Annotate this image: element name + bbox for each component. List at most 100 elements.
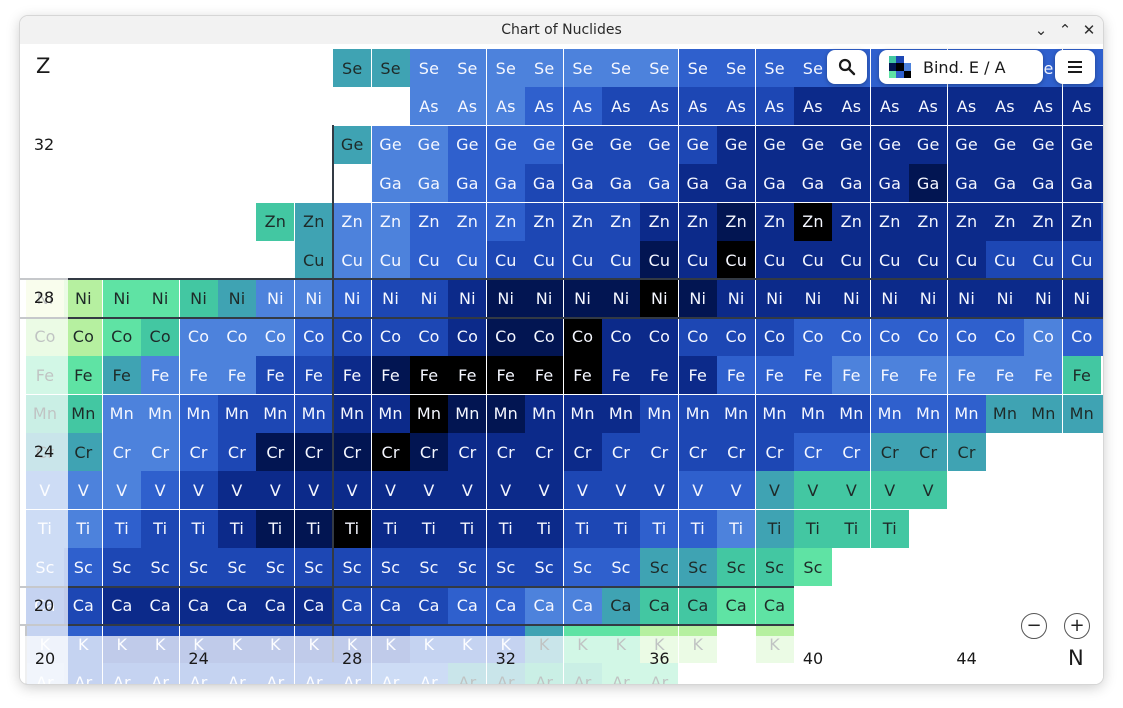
nuclide-cell[interactable]: Ni [64, 279, 103, 318]
nuclide-cell[interactable]: Ga [755, 164, 794, 203]
nuclide-cell[interactable]: V [909, 471, 948, 510]
nuclide-cell[interactable]: Ge [333, 125, 372, 164]
nuclide-cell[interactable]: V [794, 471, 832, 510]
nuclide-cell[interactable]: Ge [1101, 125, 1103, 164]
nuclide-cell[interactable]: Co [909, 317, 948, 356]
nuclide-cell[interactable]: Se [333, 49, 372, 87]
nuclide-cell[interactable]: Se [486, 49, 525, 87]
nuclide-cell[interactable]: Fe [1024, 356, 1063, 395]
nuclide-cell[interactable]: Ge [525, 125, 564, 164]
nuclide-cell[interactable]: Mn [1024, 394, 1063, 433]
nuclide-cell[interactable]: Ga [448, 164, 487, 203]
nuclide-cell[interactable]: Ni [486, 279, 525, 318]
nuclide-cell[interactable]: Ge [794, 125, 832, 164]
nuclide-cell[interactable]: Sc [410, 548, 448, 587]
nuclide-cell[interactable]: Cr [947, 433, 986, 471]
nuclide-cell[interactable]: Sc [64, 548, 103, 587]
nuclide-cell[interactable]: Ti [525, 509, 564, 548]
nuclide-cell[interactable]: As [640, 87, 679, 126]
nuclide-cell[interactable]: Fe [1062, 356, 1101, 395]
nuclide-cell[interactable]: Ti [755, 509, 794, 548]
nuclide-cell[interactable]: Zn [832, 202, 871, 241]
nuclide-cell[interactable]: Cu [832, 241, 871, 279]
nuclide-cell[interactable]: Ni [909, 279, 948, 318]
nuclide-cell[interactable]: Sc [294, 548, 333, 587]
nuclide-cell[interactable]: Fe [333, 356, 372, 395]
nuclide-cell[interactable]: Ni [640, 279, 679, 318]
nuclide-cell[interactable]: Zn [909, 202, 948, 241]
nuclide-cell[interactable]: V [640, 471, 679, 510]
nuclide-cell[interactable]: V [371, 471, 410, 510]
nuclide-cell[interactable]: Ti [410, 509, 448, 548]
nuclide-cell[interactable]: Ge [640, 125, 679, 164]
nuclide-cell[interactable]: As [563, 87, 602, 126]
nuclide-cell[interactable]: Zn [563, 202, 602, 241]
nuclide-cell[interactable]: As [448, 87, 487, 126]
nuclide-cell[interactable]: Fe [640, 356, 679, 395]
nuclide-cell[interactable]: Ga [371, 164, 410, 203]
nuclide-cell[interactable]: Sc [179, 548, 218, 587]
nuclide-cell[interactable]: Sc [102, 548, 141, 587]
nuclide-cell[interactable]: Co [870, 317, 909, 356]
nuclide-cell[interactable]: Mn [755, 394, 794, 433]
nuclide-cell[interactable]: Cr [678, 433, 717, 471]
nuclide-cell[interactable]: Se [1101, 49, 1103, 87]
nuclide-cell[interactable]: Mn [179, 394, 218, 433]
nuclide-cell[interactable]: Co [333, 317, 372, 356]
nuclide-cell[interactable]: Cu [1101, 241, 1103, 279]
nuclide-cell[interactable]: Sc [755, 548, 794, 587]
nuclide-cell[interactable]: Ti [141, 509, 180, 548]
nuclide-cell[interactable]: Co [410, 317, 448, 356]
nuclide-cell[interactable]: Co [448, 317, 487, 356]
nuclide-cell[interactable]: Se [717, 49, 756, 87]
nuclide-cell[interactable]: Se [563, 49, 602, 87]
nuclide-cell[interactable]: Cr [717, 433, 756, 471]
zoom-in-button[interactable]: + [1064, 613, 1090, 639]
nuclide-cell[interactable]: Fe [909, 356, 948, 395]
nuclide-cell[interactable]: Ca [717, 586, 756, 625]
nuclide-cell[interactable]: Cr [410, 433, 448, 471]
close-icon[interactable]: ✕ [1082, 21, 1096, 39]
nuclide-cell[interactable]: Ge [832, 125, 871, 164]
nuclide-cell[interactable]: V [448, 471, 487, 510]
nuclide-cell[interactable]: Ge [909, 125, 948, 164]
nuclide-cell[interactable]: Cr [141, 433, 180, 471]
nuclide-cell[interactable]: Zn [333, 202, 372, 241]
nuclide-cell[interactable]: Co [717, 317, 756, 356]
nuclide-cell[interactable]: Cu [909, 241, 948, 279]
nuclide-cell[interactable]: Cr [870, 433, 909, 471]
nuclide-cell[interactable]: Fe [102, 356, 141, 395]
nuclide-cell[interactable]: Cu [563, 241, 602, 279]
nuclide-cell[interactable]: Mn [486, 394, 525, 433]
nuclide-cell[interactable]: Mn [525, 394, 564, 433]
nuclide-cell[interactable]: Sc [563, 548, 602, 587]
nuclide-cell[interactable]: Ti [333, 509, 372, 548]
nuclide-cell[interactable]: Ni [986, 279, 1024, 318]
nuclide-cell[interactable]: Ca [333, 586, 372, 625]
nuclide-cell[interactable]: Ni [717, 279, 756, 318]
nuclide-cell[interactable]: Co [102, 317, 141, 356]
nuclide-cell[interactable]: Zn [1101, 202, 1103, 241]
nuclide-cell[interactable]: As [1062, 87, 1101, 126]
nuclide-cell[interactable]: Ge [1062, 125, 1101, 164]
nuclide-cell[interactable]: Cr [64, 433, 103, 471]
nuclide-cell[interactable]: Ge [486, 125, 525, 164]
nuclide-cell[interactable]: Se [448, 49, 487, 87]
nuclide-cell[interactable]: Co [755, 317, 794, 356]
nuclide-cell[interactable]: Cu [755, 241, 794, 279]
nuclide-cell[interactable]: Mn [64, 394, 103, 433]
nuclide-cell[interactable]: Sc [448, 548, 487, 587]
nuclide-cell[interactable]: Ni [755, 279, 794, 318]
nuclide-cell[interactable]: Zn [1062, 202, 1101, 241]
nuclide-cell[interactable]: Ga [563, 164, 602, 203]
nuclide-cell[interactable]: Zn [371, 202, 410, 241]
nuclide-cell[interactable]: Mn [602, 394, 640, 433]
nuclide-cell[interactable]: Se [602, 49, 640, 87]
nuclide-cell[interactable]: Fe [563, 356, 602, 395]
nuclide-cell[interactable]: V [256, 471, 295, 510]
nuclide-cell[interactable]: Co [794, 317, 832, 356]
nuclide-cell[interactable]: V [218, 471, 256, 510]
nuclide-cell[interactable]: Cr [909, 433, 948, 471]
zoom-out-button[interactable]: − [1021, 613, 1047, 639]
nuclide-cell[interactable]: V [870, 471, 909, 510]
